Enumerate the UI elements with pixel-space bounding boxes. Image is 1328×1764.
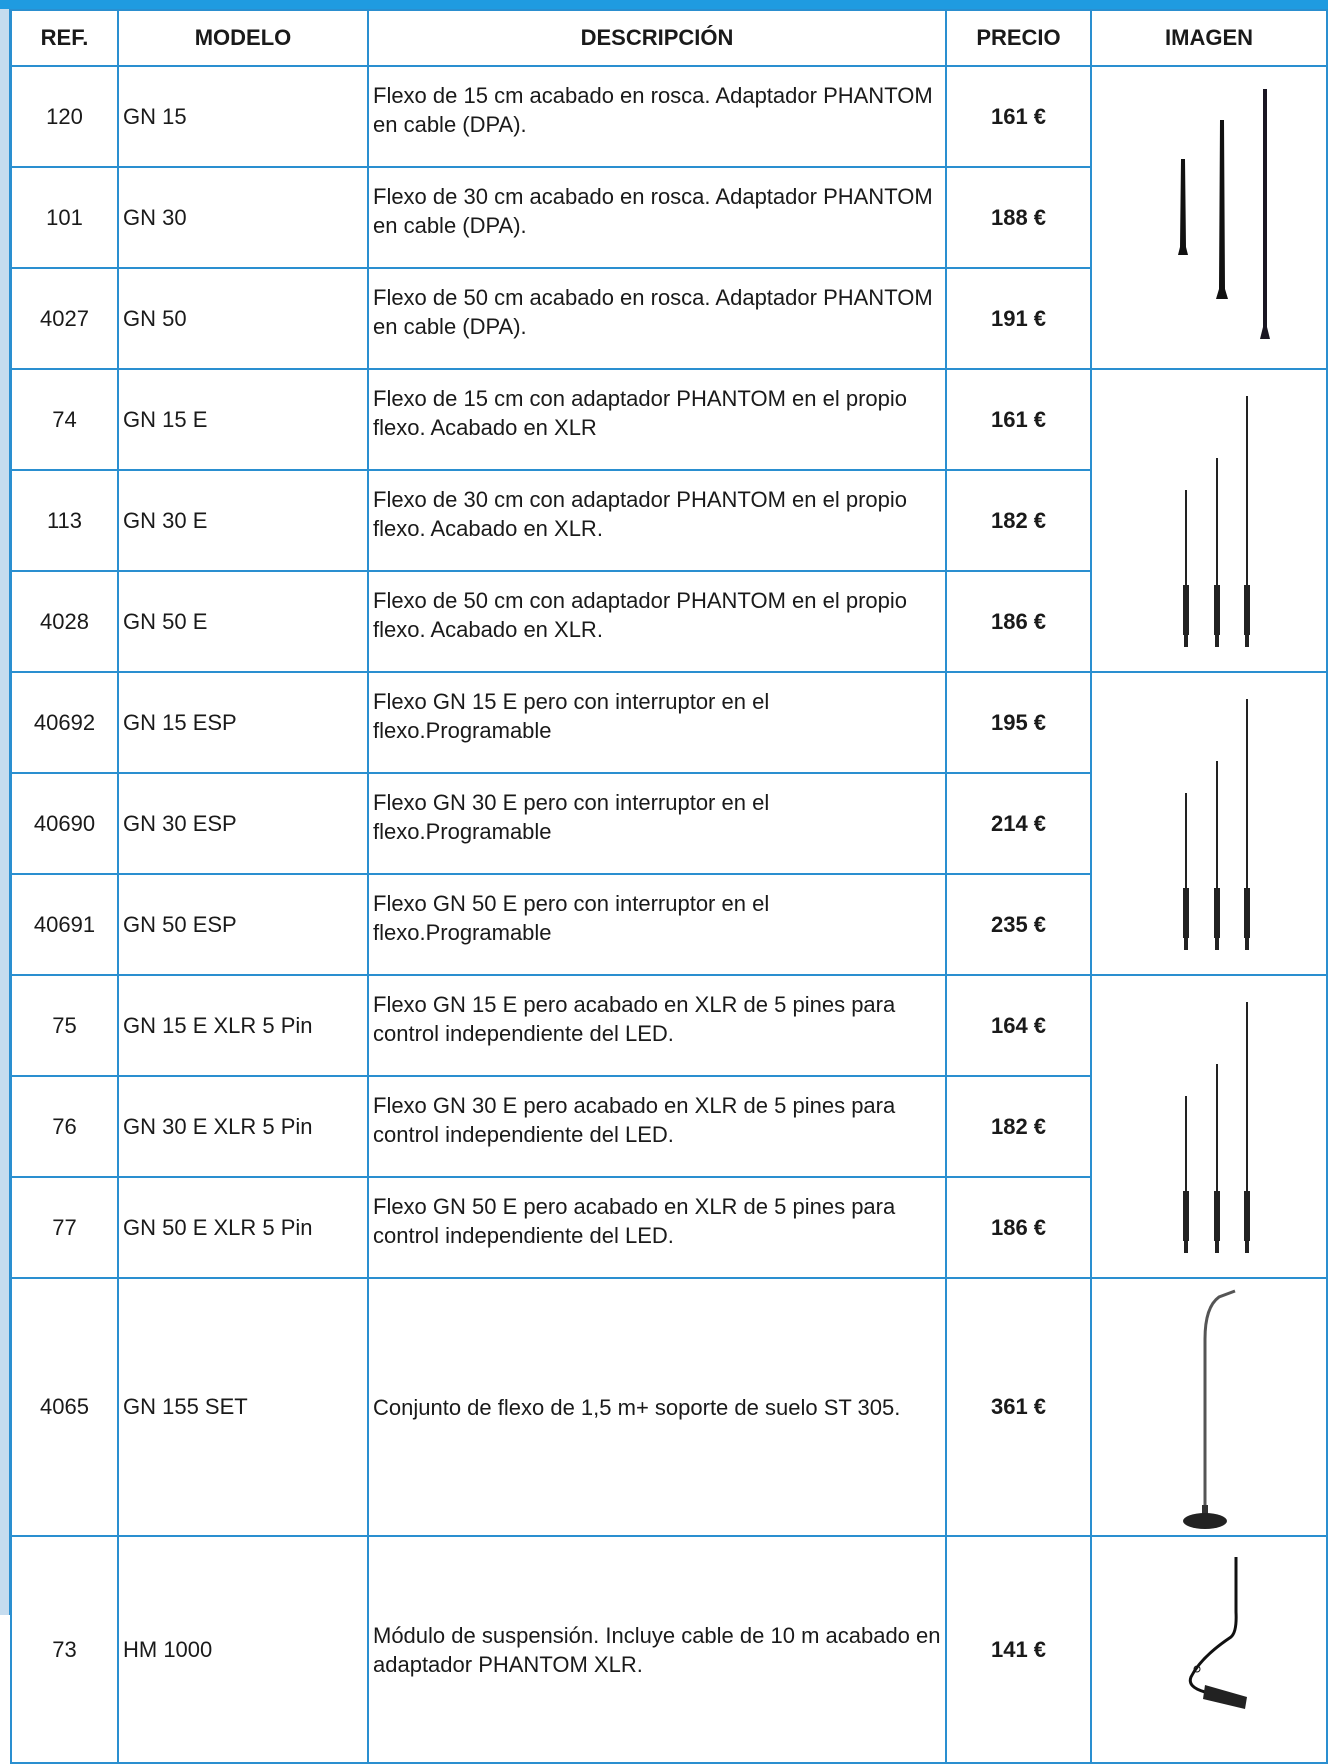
ref-cell: 73	[10, 1535, 119, 1764]
ref-cell: 4065	[10, 1277, 119, 1537]
desc-cell: Conjunto de flexo de 1,5 m+ soporte de s…	[367, 1277, 947, 1537]
table-row: 75 GN 15 E XLR 5 Pin Flexo GN 15 E pero ac…	[10, 974, 1328, 1279]
desc-cell: Flexo GN 15 E pero con interruptor en el…	[367, 671, 947, 774]
desc-cell: Flexo de 30 cm acabado en rosca. Adaptad…	[367, 166, 947, 269]
price-cell: 188 €	[945, 166, 1092, 269]
price-cell: 195 €	[945, 671, 1092, 774]
column-header: MODELO	[117, 9, 369, 67]
product-image	[1183, 1001, 1250, 1253]
left-bar	[0, 9, 10, 1615]
column-header: REF.	[10, 9, 119, 67]
price-cell: 182 €	[945, 469, 1092, 572]
table-row: 4027 GN 50 Flexo de 50 cm acabado en rosca…	[10, 267, 1327, 370]
ref-cell: 113	[10, 469, 119, 572]
desc-cell: Flexo GN 50 E pero con interruptor en el…	[367, 873, 947, 976]
table-body: 120 GN 15 Flexo de 15 cm acabado en rosca.…	[10, 65, 1328, 1764]
model-cell: GN 155 SET	[117, 1277, 369, 1537]
ref-cell: 74	[10, 368, 119, 471]
ref-cell: 77	[10, 1176, 119, 1279]
price-cell: 186 €	[945, 1176, 1092, 1279]
ref-cell: 40691	[10, 873, 119, 976]
table-row: 4028 GN 50 E Flexo de 50 cm con adaptador …	[10, 570, 1327, 673]
table-row: 77 GN 50 E XLR 5 Pin Flexo GN 50 E pero ac…	[10, 1176, 1327, 1279]
desc-cell: Flexo de 50 cm con adaptador PHANTOM en …	[367, 570, 947, 673]
column-header: PRECIO	[945, 9, 1092, 67]
image-cell	[1090, 671, 1328, 976]
table-row: 40691 GN 50 ESP Flexo GN 50 E pero con int…	[10, 873, 1327, 976]
price-cell: 186 €	[945, 570, 1092, 673]
desc-cell: Flexo GN 30 E pero con interruptor en el…	[367, 772, 947, 875]
model-cell: GN 30 E	[117, 469, 369, 572]
table-row: 4065 GN 155 SET Conjunto de flexo de 1,5 m…	[10, 1277, 1328, 1537]
table-row: 40692 GN 15 ESP Flexo GN 15 E pero con int…	[10, 671, 1328, 976]
product-image	[1188, 1557, 1247, 1709]
image-cell	[1090, 1277, 1328, 1537]
desc-cell: Flexo de 15 cm acabado en rosca. Adaptad…	[367, 65, 947, 168]
price-cell: 191 €	[945, 267, 1092, 370]
model-cell: GN 15 E XLR 5 Pin	[117, 974, 369, 1077]
model-cell: GN 30	[117, 166, 369, 269]
model-cell: GN 50	[117, 267, 369, 370]
table-row: 74 GN 15 E Flexo de 15 cm con adaptador PH…	[10, 368, 1328, 673]
desc-cell: Módulo de suspensión. Incluye cable de 1…	[367, 1535, 947, 1764]
table-row: 40690 GN 30 ESP Flexo GN 30 E pero con int…	[10, 772, 1327, 875]
product-image	[1183, 395, 1250, 647]
ref-cell: 40692	[10, 671, 119, 774]
product-image	[1183, 698, 1250, 950]
image-cell	[1090, 65, 1328, 370]
image-cell	[1090, 974, 1328, 1279]
price-cell: 235 €	[945, 873, 1092, 976]
column-header: IMAGEN	[1090, 9, 1328, 67]
desc-cell: Flexo GN 30 E pero acabado en XLR de 5 p…	[367, 1075, 947, 1178]
product-image	[1183, 1289, 1236, 1529]
price-cell: 182 €	[945, 1075, 1092, 1178]
product-image	[1178, 88, 1270, 339]
column-header: DESCRIPCIÓN	[367, 9, 947, 67]
model-cell: GN 30 ESP	[117, 772, 369, 875]
ref-cell: 4027	[10, 267, 119, 370]
price-table: REF. MODELO DESCRIPCIÓN PRECIO IMAGEN 120 GN …	[10, 9, 1328, 1764]
price-cell: 214 €	[945, 772, 1092, 875]
table-row: 113 GN 30 E Flexo de 30 cm con adaptador P…	[10, 469, 1327, 572]
price-cell: 361 €	[945, 1277, 1092, 1537]
price-cell: 141 €	[945, 1535, 1092, 1764]
desc-cell: Flexo de 15 cm con adaptador PHANTOM en …	[367, 368, 947, 471]
model-cell: GN 50 E XLR 5 Pin	[117, 1176, 369, 1279]
model-cell: HM 1000	[117, 1535, 369, 1764]
price-cell: 161 €	[945, 65, 1092, 168]
ref-cell: 120	[10, 65, 119, 168]
model-cell: GN 15 E	[117, 368, 369, 471]
ref-cell: 4028	[10, 570, 119, 673]
ref-cell: 40690	[10, 772, 119, 875]
price-cell: 164 €	[945, 974, 1092, 1077]
model-cell: GN 30 E XLR 5 Pin	[117, 1075, 369, 1178]
model-cell: GN 15	[117, 65, 369, 168]
ref-cell: 76	[10, 1075, 119, 1178]
image-cell	[1090, 1535, 1328, 1764]
desc-cell: Flexo GN 15 E pero acabado en XLR de 5 p…	[367, 974, 947, 1077]
price-cell: 161 €	[945, 368, 1092, 471]
table-row: 101 GN 30 Flexo de 30 cm acabado en rosca.…	[10, 166, 1327, 269]
model-cell: GN 50 ESP	[117, 873, 369, 976]
table-row: 73 HM 1000 Módulo de suspensión. Incluye c…	[10, 1535, 1328, 1764]
desc-cell: Flexo de 50 cm acabado en rosca. Adaptad…	[367, 267, 947, 370]
table-row: 76 GN 30 E XLR 5 Pin Flexo GN 30 E pero ac…	[10, 1075, 1327, 1178]
model-cell: GN 15 ESP	[117, 671, 369, 774]
desc-cell: Flexo de 30 cm con adaptador PHANTOM en …	[367, 469, 947, 572]
image-cell	[1090, 368, 1328, 673]
desc-cell: Flexo GN 50 E pero acabado en XLR de 5 p…	[367, 1176, 947, 1279]
table-row: 120 GN 15 Flexo de 15 cm acabado en rosca.…	[10, 65, 1328, 370]
top-bar	[0, 0, 1328, 9]
model-cell: GN 50 E	[117, 570, 369, 673]
ref-cell: 75	[10, 974, 119, 1077]
ref-cell: 101	[10, 166, 119, 269]
header-row: REF. MODELO DESCRIPCIÓN PRECIO IMAGEN	[10, 9, 1328, 67]
